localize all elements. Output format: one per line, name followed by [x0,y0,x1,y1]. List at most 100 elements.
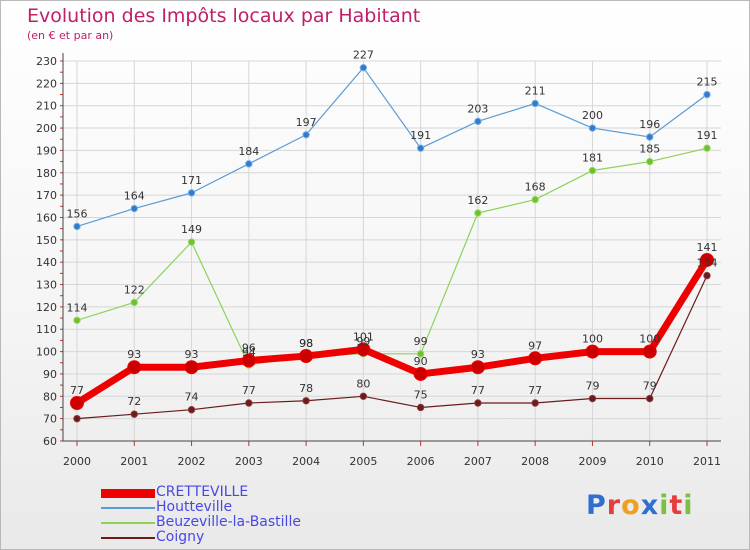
data-label-coigny: 72 [127,395,141,408]
y-tick-label: 60 [43,435,57,448]
series-line-houtteville [76,67,708,227]
data-label-beuzeville-la-bastille: 94 [242,346,256,359]
data-point-houtteville [359,64,368,72]
data-label-coigny: 77 [528,384,542,397]
data-label-beuzeville-la-bastille: 149 [181,223,202,236]
legend: CRETTEVILLE Houtteville Beuzeville-la-Bast… [101,484,361,545]
y-tick-label: 230 [36,55,57,68]
data-point-houtteville [245,160,253,168]
data-point-cretteville [413,366,428,381]
y-tick-label: 130 [36,279,57,292]
legend-item: Beuzeville-la-Bastille [101,514,361,530]
x-tick-label: 2000 [63,455,91,468]
data-point-beuzeville-la-bastille [73,316,81,324]
data-label-beuzeville-la-bastille: 98 [299,337,313,350]
y-tick-label: 70 [43,413,57,426]
y-tick-label: 110 [36,323,57,336]
series-line-coigny [76,275,708,420]
data-label-beuzeville-la-bastille: 99 [356,335,370,348]
x-tick-label: 2007 [464,455,492,468]
legend-label: Coigny [156,529,205,545]
x-tick-label: 2008 [521,455,549,468]
data-label-cretteville: 93 [127,348,141,361]
data-point-houtteville [73,222,81,231]
data-label-cretteville: 98 [299,337,313,350]
data-point-beuzeville-la-bastille [187,238,196,246]
legend-swatch [101,522,155,524]
data-label-cretteville: 97 [528,339,542,352]
data-label-coigny: 77 [242,384,256,397]
y-tick-label: 100 [36,346,57,359]
x-tick-label: 2005 [349,455,377,468]
y-tick-label: 200 [36,122,57,135]
data-label-beuzeville-la-bastille: 185 [639,143,660,156]
logo-letter: o [621,490,641,521]
logo-letter: P [586,490,607,521]
data-point-houtteville [646,133,654,141]
data-point-coigny [359,392,368,400]
data-label-houtteville: 184 [238,145,259,158]
x-tick-label: 2006 [407,455,435,468]
data-label-houtteville: 171 [181,174,202,187]
data-label-houtteville: 211 [525,84,546,97]
data-label-coigny: 79 [585,380,599,393]
data-point-houtteville [416,144,425,152]
y-tick-label: 150 [36,234,57,247]
y-tick-label: 80 [43,390,57,403]
y-tick-label: 140 [36,256,57,269]
data-point-beuzeville-la-bastille [416,350,425,358]
data-point-cretteville [585,344,600,359]
data-point-beuzeville-la-bastille [474,209,482,217]
data-point-beuzeville-la-bastille [130,298,138,307]
legend-swatch [101,488,155,498]
legend-label: Beuzeville-la-Bastille [156,514,301,530]
data-label-cretteville: 77 [70,384,84,397]
y-tick-label: 180 [36,167,57,180]
data-point-coigny [245,399,253,407]
data-point-beuzeville-la-bastille [531,195,539,204]
data-point-coigny [646,394,654,403]
data-point-beuzeville-la-bastille [588,166,597,175]
data-label-beuzeville-la-bastille: 99 [414,335,428,348]
legend-label: Houtteville [156,499,233,515]
data-label-cretteville: 96 [242,342,256,355]
legend-item: CRETTEVILLE [101,484,361,500]
data-point-cretteville [184,360,199,375]
data-label-houtteville: 164 [124,190,145,203]
chart-subtitle: (en € et par an) [27,29,114,42]
y-tick-label: 120 [36,301,57,314]
data-point-houtteville [531,99,539,108]
data-label-beuzeville-la-bastille: 162 [467,194,488,207]
x-tick-label: 2011 [693,455,721,468]
legend-item: Coigny [101,529,361,545]
data-label-houtteville: 196 [639,118,660,131]
data-point-cretteville [356,342,371,357]
data-point-coigny [302,397,310,405]
data-label-coigny: 80 [356,377,370,390]
y-tick-label: 90 [43,368,57,381]
data-point-houtteville [130,204,138,213]
data-label-coigny: 74 [185,391,199,404]
data-label-houtteville: 197 [296,116,317,129]
data-label-beuzeville-la-bastille: 122 [124,283,145,296]
data-point-coigny [703,271,711,280]
data-point-cretteville [700,252,714,267]
logo-letter: x [640,490,660,521]
data-point-beuzeville-la-bastille [703,144,711,152]
data-label-houtteville: 156 [67,207,88,220]
data-point-cretteville [299,349,314,364]
chart-title: Evolution des Impôts locaux par Habitant [27,5,421,27]
data-point-cretteville [470,360,485,375]
data-point-cretteville [528,351,543,366]
data-point-houtteville [703,90,711,99]
data-label-cretteville: 100 [582,333,603,346]
data-label-beuzeville-la-bastille: 168 [525,181,546,194]
data-point-cretteville [127,360,142,375]
data-point-houtteville [187,189,196,197]
y-tick-label: 160 [36,211,57,224]
data-point-houtteville [588,124,597,132]
data-point-coigny [474,399,482,407]
series-line-cretteville [75,258,710,406]
data-point-coigny [416,403,425,412]
